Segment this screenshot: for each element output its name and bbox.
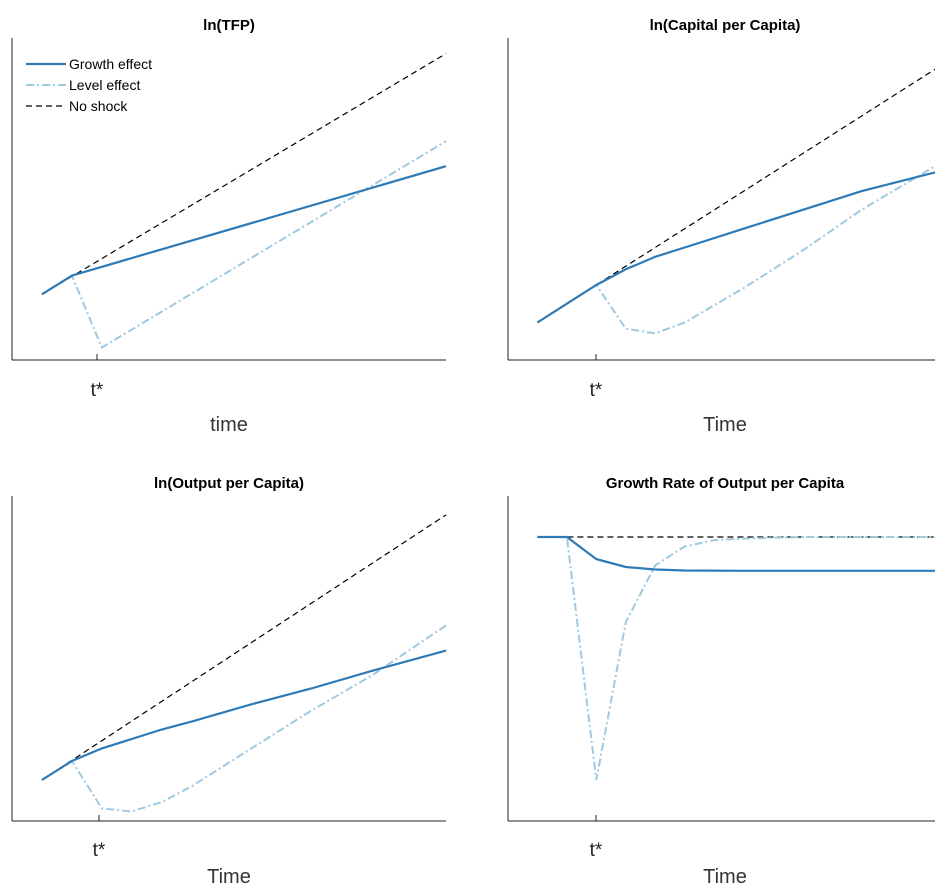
series-growth-effect [41, 165, 447, 296]
x-tick-label: t* [91, 380, 104, 401]
x-axis-label: Time [703, 414, 747, 436]
series-growth-effect [41, 649, 447, 781]
series-level-effect [41, 140, 447, 349]
series-no-shock [41, 514, 447, 781]
legend-level-label: Level effect [69, 77, 140, 93]
x-tick-label: t* [93, 840, 106, 861]
series-level-effect [41, 624, 447, 813]
panel-output: ln(Output per Capita) t* Time [11, 475, 447, 888]
x-axis-label: Time [703, 866, 747, 888]
panel-title: ln(Capital per Capita) [650, 17, 801, 34]
panel-tfp: ln(TFP) t* time Growth effect Level effe… [11, 17, 447, 436]
legend: Growth effect Level effect No shock [26, 56, 152, 114]
panel-title: Growth Rate of Output per Capita [606, 475, 845, 492]
x-tick-label: t* [590, 840, 603, 861]
panel-title: ln(TFP) [203, 17, 255, 34]
series-no-shock [41, 53, 447, 295]
x-axis-label: time [210, 414, 248, 436]
legend-noshock-label: No shock [69, 98, 128, 114]
series-level-effect [537, 536, 935, 781]
series-level-effect [536, 165, 935, 335]
panel-growth-rate: Growth Rate of Output per Capita t* Time [507, 475, 935, 888]
panel-capital: ln(Capital per Capita) t* Time [507, 17, 935, 436]
series-growth-effect [536, 171, 935, 324]
series-no-shock [537, 68, 935, 324]
legend-growth-label: Growth effect [69, 56, 152, 72]
panel-title: ln(Output per Capita) [154, 475, 304, 492]
x-tick-label: t* [590, 380, 603, 401]
x-axis-label: Time [207, 866, 251, 888]
series-growth-effect [537, 535, 935, 572]
